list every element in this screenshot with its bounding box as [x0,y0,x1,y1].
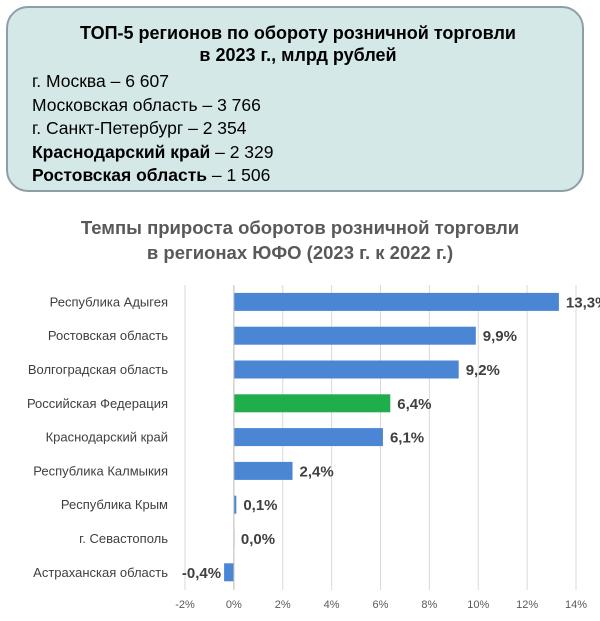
top5-list: г. Москва – 6 607 Московская область – 3 … [32,70,564,188]
bar [233,394,391,413]
category-label: Республика Крым [61,497,168,512]
x-tick-label: 4% [324,599,340,611]
rank-item-separator: – [197,94,218,115]
rank-item-separator: – [183,118,203,138]
category-label: Краснодарский край [46,430,168,445]
rank-item-name: Краснодарский край [32,141,211,162]
rank-item-value: 3 766 [217,94,261,115]
chart-title-line2: в регионах ЮФО (2023 г. к 2022 г.) [146,242,454,263]
bar [233,495,237,514]
bar [233,360,459,379]
rank-item-separator: – [210,141,230,162]
category-label: Ростовская область [48,328,168,343]
rank-item: г. Москва – 6 607 [32,70,564,94]
value-label: 2,4% [300,463,334,480]
value-label: 9,9% [483,328,517,345]
rank-item-separator: – [105,71,126,91]
category-label: Волгоградская область [28,362,168,377]
bar [224,563,234,582]
bar [233,428,383,447]
info-title-line1: ТОП-5 регионов по обороту розничной торг… [80,23,516,43]
rank-item: Ростовская область – 1 506 [32,164,564,188]
info-title-line2: в 2023 г., млрд рублей [199,45,397,65]
value-label: 0,0% [241,531,275,548]
value-label: 13,3% [566,294,600,311]
top5-info-box: ТОП-5 регионов по обороту розничной торг… [6,6,584,192]
rank-item: г. Санкт-Петербург – 2 354 [32,117,564,141]
rank-item: Московская область – 3 766 [32,94,564,118]
chart-title-line1: Темпы прироста оборотов розничной торгов… [80,217,520,238]
value-label: 0,1% [243,497,277,514]
category-label: г. Севастополь [79,531,168,546]
x-tick-label: 10% [467,599,489,611]
value-label: 6,4% [397,396,431,413]
x-tick-label: 2% [275,599,291,611]
value-label: 9,2% [466,362,500,379]
chart-title: Темпы прироста оборотов розничной торгов… [0,215,600,265]
rank-item-value: 2 329 [229,141,274,162]
category-label: Российская Федерация [27,396,168,411]
x-tick-label: 6% [373,599,389,611]
x-tick-label: 14% [565,599,587,611]
rank-item-name: г. Санкт-Петербург [32,118,184,138]
bar [233,461,293,480]
rank-item-value: 1 506 [226,165,271,185]
rank-item-separator: – [207,165,227,185]
category-label: Республика Калмыкия [33,463,168,478]
x-tick-label: 12% [516,599,538,611]
x-tick-label: 0% [226,599,242,611]
rank-item: Краснодарский край – 2 329 [32,141,564,165]
category-label: Республика Адыгея [50,294,168,309]
rank-item-value: 2 354 [202,118,247,138]
info-box-title: ТОП-5 регионов по обороту розничной торг… [32,22,564,66]
category-label: Астраханская область [33,565,168,580]
bar [233,292,559,311]
rank-item-name: г. Москва [32,71,106,91]
rank-item-name: Ростовская область [32,165,208,185]
bar [233,326,476,345]
value-label: 6,1% [390,430,424,447]
x-tick-label: 8% [421,599,437,611]
rank-item-name: Московская область [32,94,198,115]
x-tick-label: -2% [175,599,195,611]
value-label: -0,4% [182,565,221,582]
rank-item-value: 6 607 [125,71,169,91]
